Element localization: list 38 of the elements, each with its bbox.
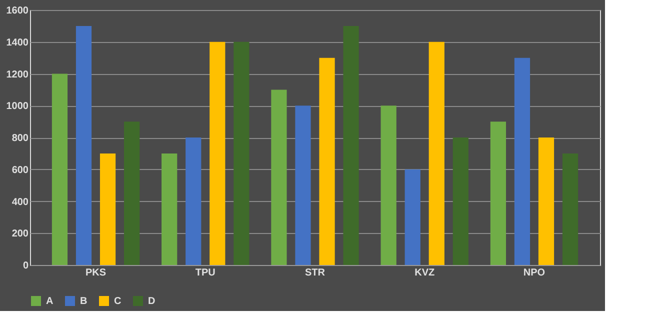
x-tick-label: PKS [85,268,106,278]
legend-label: A [46,296,54,307]
bar [186,138,202,265]
y-tick-label: 800 [12,133,29,144]
bar [404,169,420,265]
bar [538,138,554,265]
bar [319,58,335,265]
bar [490,122,506,265]
bar [76,26,92,265]
bar [428,42,444,265]
bar [343,26,359,265]
bar [295,106,311,265]
bar [271,90,287,265]
bar [380,106,396,265]
legend-label: C [114,296,122,307]
bar [514,58,530,265]
bar [162,153,178,265]
bar [52,74,68,265]
legend-label: D [148,296,156,307]
legend-label: B [80,296,88,307]
bar [562,153,578,265]
x-tick-label: NPO [523,268,546,278]
bar [210,42,226,265]
x-tick-label: KVZ [414,268,435,278]
y-tick-label: 1600 [6,6,29,16]
y-tick-label: 200 [12,228,29,240]
y-tick-label: 600 [12,164,29,176]
y-tick-label: 1400 [6,37,29,48]
y-tick-label: 1200 [6,69,29,80]
y-tick-label: 400 [12,196,29,208]
y-tick-label: 1000 [6,101,29,112]
y-tick-label: 0 [22,260,29,272]
bar [100,153,116,265]
x-tick-label: STR [305,268,326,278]
bar [452,138,468,265]
bar [234,42,250,265]
bar [124,122,140,265]
x-tick-label: TPU [195,268,216,278]
